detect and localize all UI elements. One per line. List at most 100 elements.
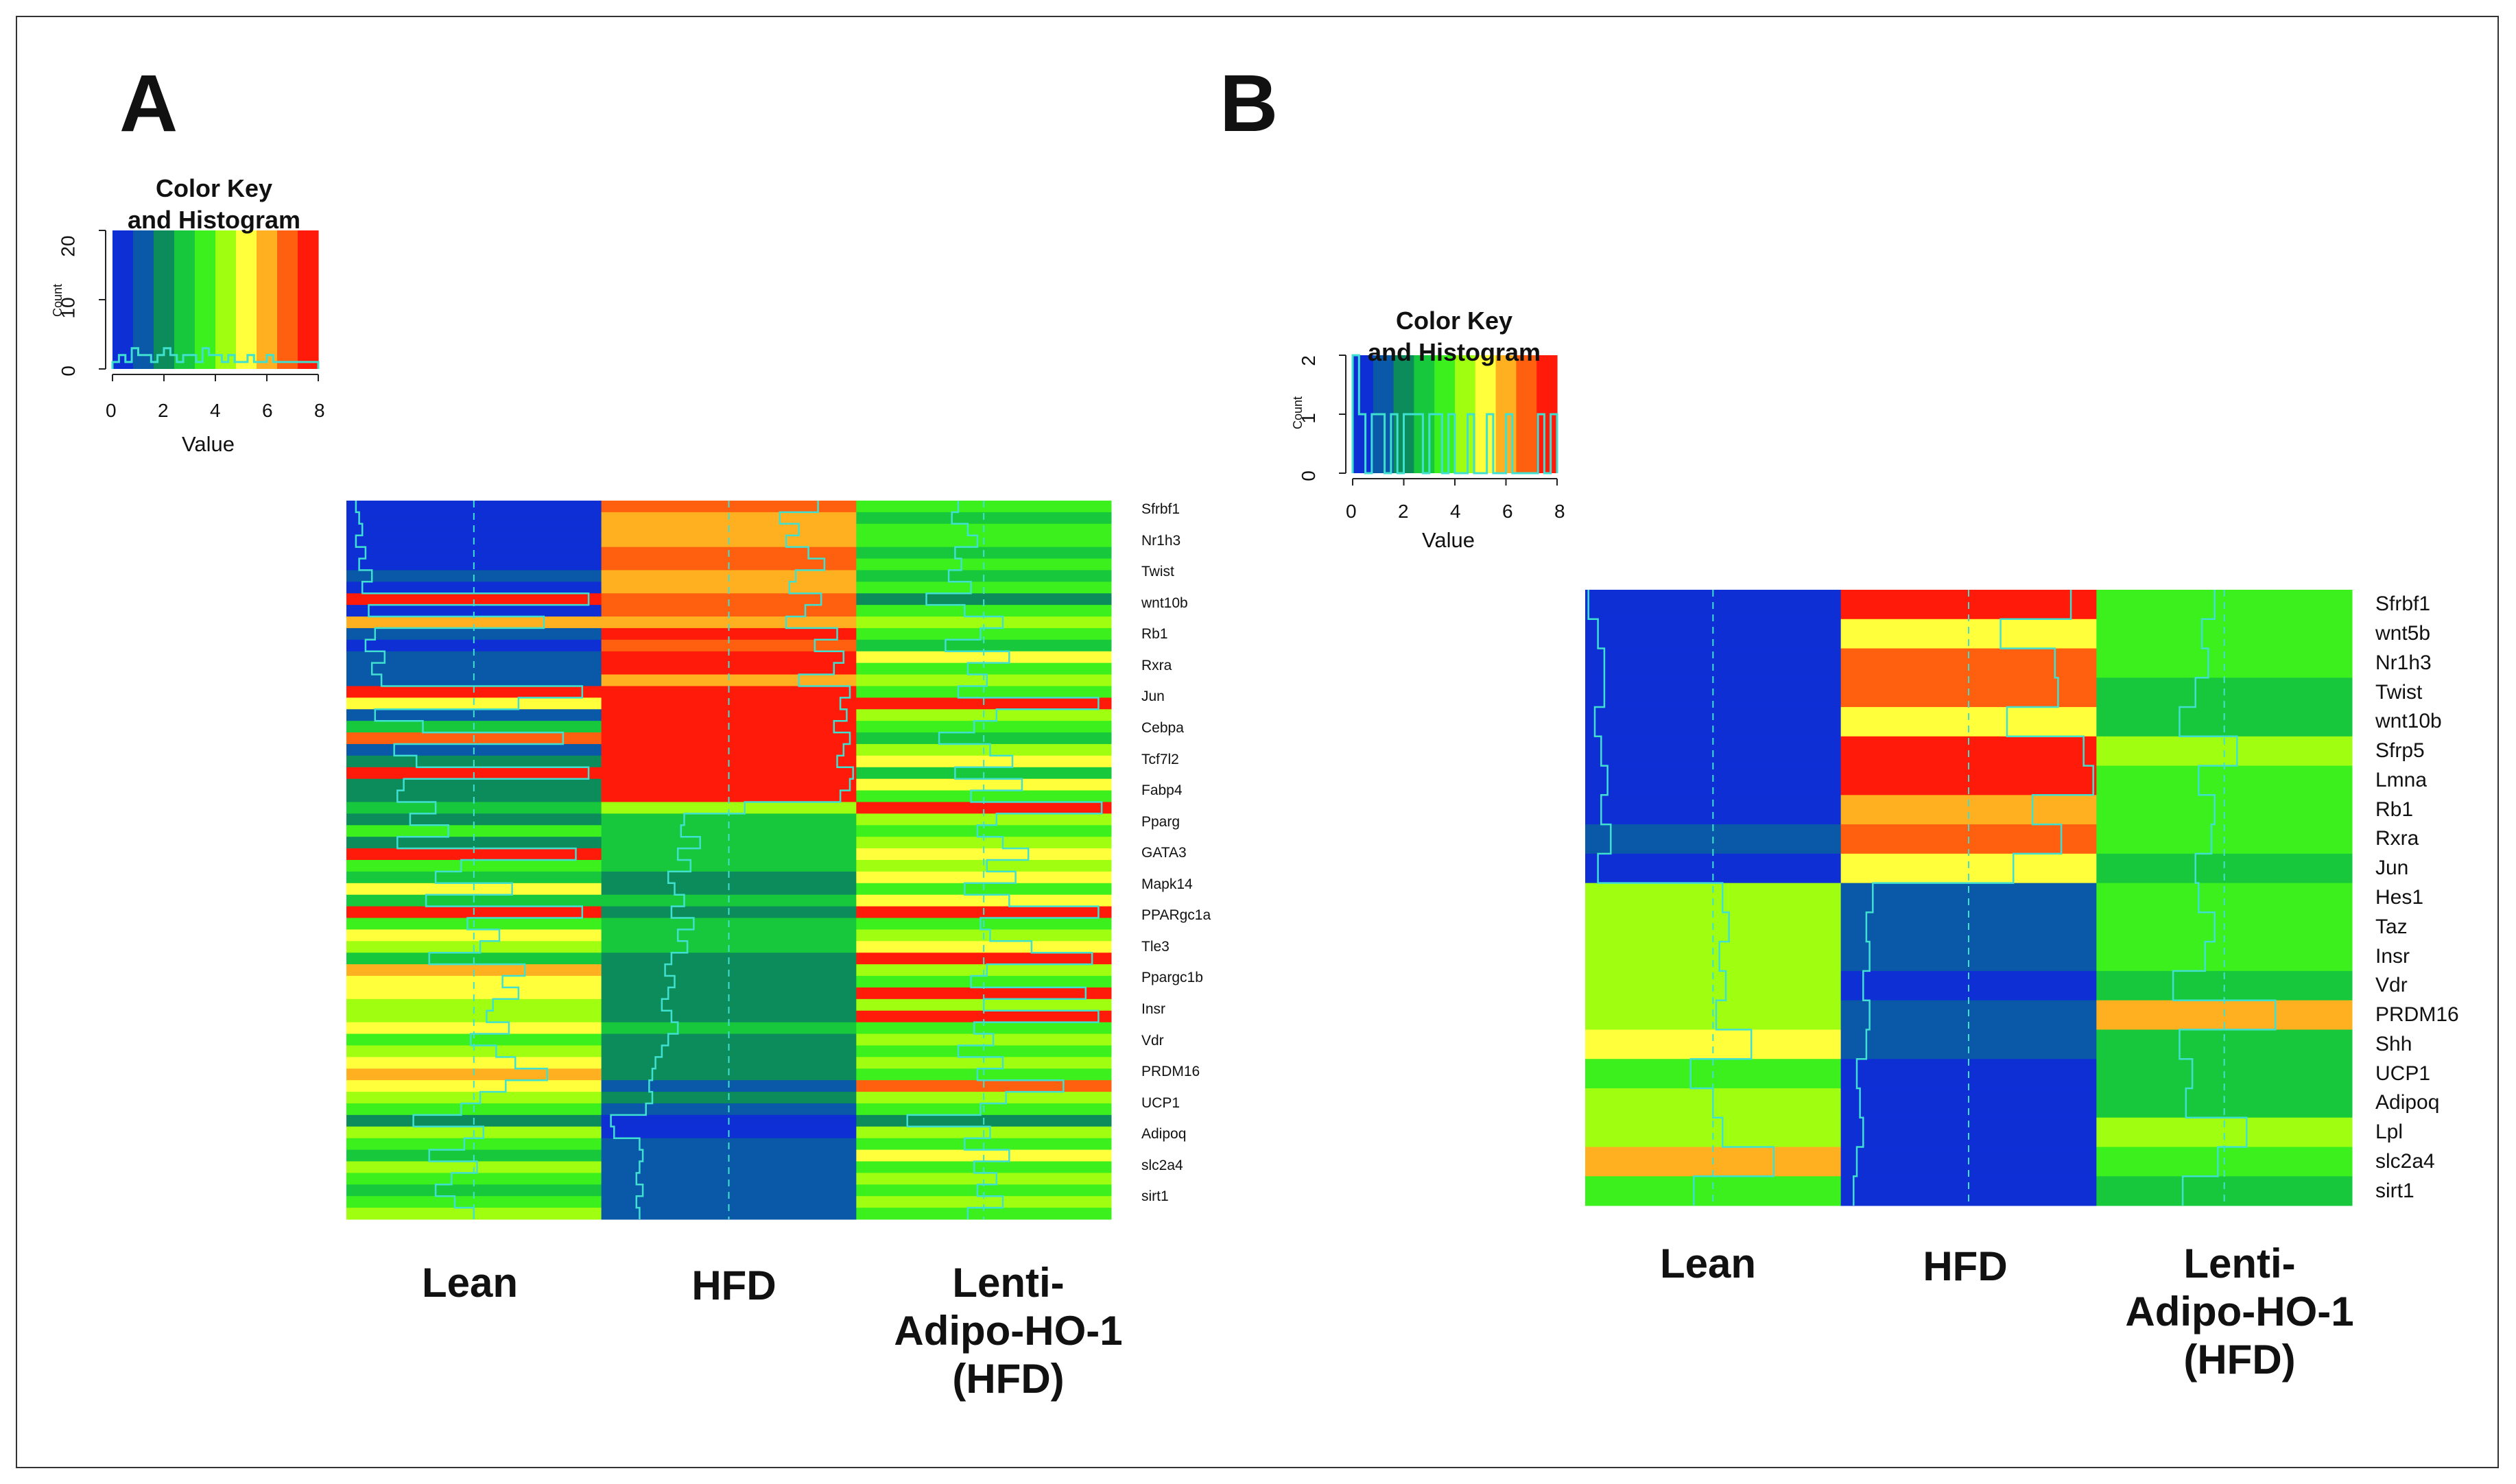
a-row-label: PPARgc1a (1141, 907, 1211, 924)
a-row-label: Ppargc1b (1141, 970, 1203, 986)
key-b-gradient-52 (1530, 355, 1534, 473)
a-cell-60-2 (856, 1196, 1112, 1208)
key-b-gradient-56 (1543, 355, 1547, 473)
a-trace-1 (610, 501, 854, 1219)
color-key-b (1339, 354, 1558, 486)
a-cell-11-2 (856, 627, 1112, 641)
a-row-label: Twist (1141, 564, 1174, 580)
key-a-gradient-28 (209, 230, 213, 369)
a-row-label: Tcf7l2 (1141, 751, 1179, 767)
key-a-gradient-57 (308, 230, 312, 369)
a-cell-12-2 (856, 639, 1112, 652)
key-a-gradient-4 (126, 230, 130, 369)
color-key-b-title: Color Key and Histogram (1322, 305, 1586, 368)
b-row-label: Rb1 (2375, 798, 2414, 821)
a-cell-47-0 (346, 1045, 602, 1057)
a-cell-48-1 (601, 1057, 857, 1069)
a-cell-29-2 (856, 837, 1112, 849)
key-a-gradient-29 (212, 230, 216, 369)
key-b-gradient-21 (1424, 355, 1428, 473)
color-key-a-ytick-20: 20 (57, 235, 79, 257)
a-row-label: slc2a4 (1141, 1157, 1183, 1173)
key-a-gradient-40 (250, 230, 254, 369)
key-a-gradient-21 (185, 230, 189, 369)
key-a-gradient-39 (246, 230, 250, 369)
a-cell-28-1 (601, 825, 857, 837)
key-a-gradient-1 (116, 230, 120, 369)
b-cell-7-0 (1585, 795, 1842, 825)
a-cell-29-1 (601, 837, 857, 849)
key-a-gradient-46 (270, 230, 274, 369)
a-cell-9-0 (346, 605, 602, 617)
b-row-label: Sfrbf1 (2375, 593, 2431, 616)
b-trace-2 (2172, 590, 2277, 1206)
b-col-label-lenti-line3: (HFD) (2183, 1337, 2296, 1383)
a-cell-48-2 (856, 1057, 1112, 1069)
key-a-gradient-0 (112, 230, 117, 369)
a-cell-12-1 (601, 639, 857, 652)
color-key-b-ytick-2: 2 (1297, 355, 1319, 366)
color-key-b-title-line1: Color Key (1395, 307, 1513, 335)
key-b-gradient-26 (1441, 355, 1445, 473)
a-cell-28-0 (346, 825, 602, 837)
key-a-gradient-50 (284, 230, 288, 369)
key-b-gradient-49 (1519, 355, 1523, 473)
a-row-label: Rxra (1141, 657, 1172, 673)
a-cell-9-1 (601, 605, 857, 617)
a-cell-59-0 (346, 1184, 602, 1197)
a-row-label: wnt10b (1141, 595, 1188, 611)
key-b-gradient-27 (1445, 355, 1449, 473)
b-trace-0 (1587, 590, 1775, 1206)
key-a-gradient-47 (274, 230, 278, 369)
a-cell-59-1 (601, 1184, 857, 1197)
a-cell-10-0 (346, 617, 602, 629)
key-b-gradient-41 (1492, 355, 1497, 473)
a-row-label: Nr1h3 (1141, 532, 1181, 549)
a-cell-46-1 (601, 1033, 857, 1046)
a-cell-42-2 (856, 987, 1112, 1000)
key-a-gradient-12 (154, 230, 158, 369)
color-key-a-title: Color Key and Histogram (82, 173, 346, 236)
key-a-gradient-56 (305, 230, 309, 369)
a-cell-44-1 (601, 1010, 857, 1023)
a-cell-13-2 (856, 651, 1112, 664)
b-cell-7-1 (1840, 795, 2097, 825)
b-row-label: Hes1 (2375, 886, 2424, 909)
a-cell-45-0 (346, 1022, 602, 1035)
key-a-gradient-31 (219, 230, 223, 369)
key-a-gradient-58 (311, 230, 316, 369)
key-a-gradient-33 (226, 230, 230, 369)
key-b-histogram (1351, 354, 1558, 475)
color-key-a-xtick-6: 6 (262, 400, 273, 421)
color-key-b-xtick-8: 8 (1554, 501, 1565, 522)
a-cell-14-0 (346, 662, 602, 675)
a-cell-41-0 (346, 976, 602, 988)
panel-letter-a: A (119, 58, 178, 149)
a-cell-44-0 (346, 1010, 602, 1023)
a-cell-60-1 (601, 1196, 857, 1208)
b-row-label: Vdr (2375, 974, 2408, 997)
key-a-gradient-19 (178, 230, 182, 369)
a-cell-30-0 (346, 848, 602, 861)
a-cell-41-2 (856, 976, 1112, 988)
a-cell-44-2 (856, 1010, 1112, 1023)
key-a-gradient-48 (277, 230, 281, 369)
color-key-a-title-line1: Color Key (155, 174, 273, 202)
a-cell-58-0 (346, 1173, 602, 1185)
key-a-gradient-53 (294, 230, 298, 369)
key-b-gradient-42 (1495, 355, 1500, 473)
key-b-gradient-14 (1400, 355, 1405, 473)
key-b-gradient-36 (1475, 355, 1480, 473)
a-cell-8-1 (601, 593, 857, 606)
b-row-label: PRDM16 (2375, 1003, 2459, 1027)
a-cell-31-2 (856, 860, 1112, 872)
key-a-gradient-45 (267, 230, 271, 369)
b-col-label-lean: Lean (1659, 1241, 1757, 1286)
a-cell-13-1 (601, 651, 857, 664)
key-b-gradient-48 (1516, 355, 1520, 473)
key-a-gradient-13 (157, 230, 161, 369)
key-a-gradient-22 (188, 230, 192, 369)
color-key-b-xtick-2: 2 (1398, 501, 1409, 522)
key-a-gradient-43 (260, 230, 264, 369)
a-row-label: GATA3 (1141, 845, 1187, 861)
